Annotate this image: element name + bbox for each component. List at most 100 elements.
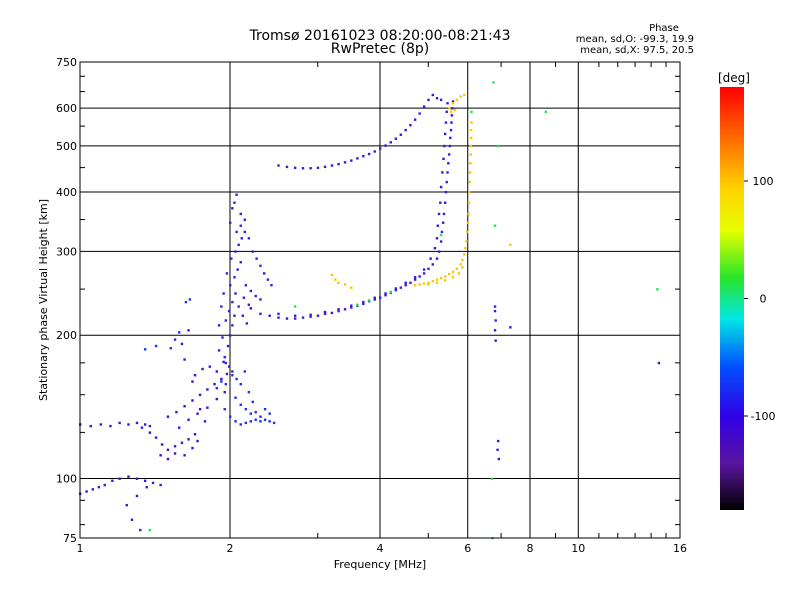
data-point [394, 288, 398, 292]
data-point [249, 412, 253, 415]
data-point [187, 329, 190, 332]
data-point [99, 423, 103, 426]
data-point [323, 165, 327, 169]
data-point [233, 276, 236, 279]
data-point [249, 420, 253, 423]
data-point [309, 315, 312, 318]
data-point [330, 273, 334, 277]
data-point [254, 294, 257, 298]
data-point [145, 485, 148, 489]
data-point [466, 221, 470, 224]
colorbar-tick-label: 100 [753, 175, 774, 188]
data-point [237, 305, 240, 308]
data-point [139, 528, 142, 532]
data-point [247, 303, 251, 306]
data-point [244, 284, 248, 287]
data-point [413, 276, 417, 279]
data-point [394, 287, 398, 290]
data-point [422, 272, 426, 275]
data-point [447, 162, 450, 165]
data-point [422, 268, 426, 271]
data-point [196, 439, 199, 443]
data-point [217, 324, 221, 327]
data-point [229, 415, 232, 418]
data-point [206, 406, 209, 409]
y-tick-label: 75 [63, 532, 77, 545]
data-point [244, 407, 248, 411]
data-point [301, 167, 305, 170]
data-point [431, 93, 434, 97]
data-point [198, 393, 202, 397]
data-point [443, 132, 447, 136]
data-point [277, 316, 280, 319]
data-point [239, 212, 242, 216]
data-point [180, 342, 184, 346]
data-point [439, 98, 443, 102]
data-point [337, 308, 340, 311]
data-point [263, 407, 267, 411]
data-point [268, 412, 271, 415]
data-point [404, 281, 407, 284]
data-point [435, 281, 439, 284]
data-point [463, 253, 466, 256]
data-point [451, 270, 455, 274]
data-point [285, 165, 289, 169]
y-tick-label: 200 [56, 329, 77, 342]
data-point [413, 278, 417, 281]
data-point [443, 279, 447, 282]
data-point [422, 105, 426, 108]
data-point [301, 316, 305, 319]
data-point [493, 224, 497, 227]
data-point [213, 382, 216, 386]
data-point [125, 503, 128, 507]
data-point [293, 166, 297, 169]
data-point [254, 418, 257, 421]
data-point [183, 358, 186, 361]
data-point [223, 407, 226, 411]
data-point [544, 110, 548, 114]
data-point [394, 137, 398, 140]
data-point [231, 207, 234, 210]
chart-title: Tromsø 20161023 08:20:00-08:21:43 [249, 28, 511, 44]
data-point [235, 193, 238, 196]
data-point [367, 152, 371, 156]
data-point [447, 107, 451, 110]
data-point [231, 370, 234, 373]
data-point [251, 400, 254, 404]
data-point [89, 424, 92, 428]
data-point [135, 421, 139, 425]
y-tick-label: 100 [56, 473, 77, 486]
data-point [409, 123, 412, 127]
data-point [431, 280, 434, 283]
colorbar-tick-label: 0 [760, 293, 767, 306]
data-point [243, 218, 247, 221]
data-point [243, 230, 247, 234]
data-point [215, 370, 219, 373]
data-point [316, 314, 320, 317]
data-point [143, 479, 147, 483]
data-point [259, 298, 262, 301]
data-point [159, 483, 162, 487]
data-point [193, 433, 197, 436]
data-point [220, 380, 223, 383]
data-point [247, 390, 251, 394]
y-axis-ticks: 75 100 200 300 400 500 600 750 [56, 56, 680, 545]
data-point [243, 370, 247, 373]
data-point [169, 347, 173, 350]
data-point [118, 421, 121, 425]
data-point [337, 281, 340, 284]
data-point [449, 110, 453, 114]
data-point [208, 365, 211, 368]
data-point [469, 162, 472, 165]
data-point [461, 258, 464, 262]
data-point [427, 281, 430, 284]
data-point [459, 95, 462, 98]
data-point [187, 438, 190, 441]
data-point [217, 349, 221, 352]
data-point [453, 108, 457, 112]
data-point [183, 454, 186, 457]
data-point [656, 288, 659, 291]
data-point [111, 479, 114, 483]
data-point [350, 159, 353, 162]
